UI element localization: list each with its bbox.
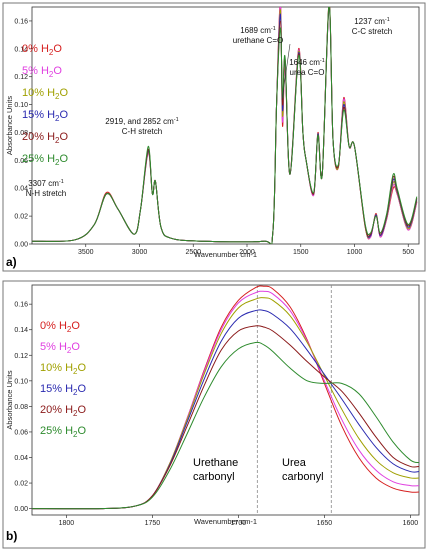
y-tick-label: 0.04 bbox=[14, 186, 28, 193]
y-tick-label: 0.06 bbox=[14, 158, 28, 165]
peak-annotation: 1237 cm-1 bbox=[354, 17, 390, 26]
y-tick-label: 0.08 bbox=[14, 404, 28, 411]
peak-annotation-label: urethane C=O bbox=[233, 36, 283, 45]
peak-annotation-label: C-C stretch bbox=[352, 27, 392, 36]
y-tick-label: 0.12 bbox=[14, 353, 28, 360]
peak-annotation-label: urea C=O bbox=[290, 68, 325, 77]
y-tick-label: 0.14 bbox=[14, 46, 28, 53]
y-axis-label: Absorbance Units bbox=[5, 370, 14, 429]
series-line bbox=[32, 325, 419, 510]
panel-label: b) bbox=[6, 529, 17, 543]
x-tick-label: 1500 bbox=[293, 249, 309, 256]
peak-annotation-label: N-H stretch bbox=[26, 189, 66, 198]
legend-entry: 0% H2O bbox=[40, 320, 80, 334]
panel-b: 1800 1750 1700 1650 1600 0.00 0.02 0.04 0.06 0.08… bbox=[2, 280, 426, 549]
region-label: carbonyl bbox=[282, 471, 324, 483]
y-tick-label: 0.10 bbox=[14, 378, 28, 385]
legend-entry: 10% H2O bbox=[22, 87, 68, 101]
y-tick-label: 0.12 bbox=[14, 74, 28, 81]
legend-entry: 25% H2O bbox=[22, 153, 68, 167]
legend-entry: 15% H2O bbox=[40, 383, 86, 397]
peak-annotation-label: C-H stretch bbox=[122, 127, 162, 136]
legend-entry: 10% H2O bbox=[40, 362, 86, 376]
plot-area bbox=[31, 6, 420, 245]
annotation-leader bbox=[281, 43, 291, 101]
y-tick-label: 0.16 bbox=[14, 18, 28, 25]
panel-border bbox=[2, 2, 426, 272]
x-axis-label: Wavenumber cm-1 bbox=[194, 250, 257, 259]
y-axis-label: Absorbance Units bbox=[5, 96, 14, 155]
legend-entry: 0% H2O bbox=[22, 43, 62, 57]
x-tick-label: 2500 bbox=[185, 249, 201, 256]
x-tick-label: 3500 bbox=[78, 249, 94, 256]
panel-border bbox=[2, 280, 426, 549]
region-label: Urea bbox=[282, 457, 307, 469]
legend-entry: 20% H2O bbox=[40, 404, 86, 418]
legend-entry: 20% H2O bbox=[22, 131, 68, 145]
x-axis-label: Wavenumber cm-1 bbox=[194, 517, 257, 526]
x-tick-label: 2000 bbox=[239, 249, 255, 256]
x-tick-label: 500 bbox=[402, 249, 414, 256]
x-tick-label: 1800 bbox=[59, 520, 75, 527]
y-tick-label: 0.10 bbox=[14, 102, 28, 109]
y-tick-label: 0.16 bbox=[14, 302, 28, 309]
panel-a: 3500 3000 2500 2000 1500 1000 500 0.00 0.02 0.04 0… bbox=[2, 2, 426, 272]
series-line bbox=[32, 7, 418, 244]
series-line bbox=[32, 341, 419, 510]
y-tick-label: 0.06 bbox=[14, 429, 28, 436]
legend-entry: 25% H2O bbox=[40, 425, 86, 439]
x-tick-label: 1750 bbox=[145, 520, 161, 527]
y-tick-label: 0.04 bbox=[14, 455, 28, 462]
legend-entry: 5% H2O bbox=[22, 65, 62, 79]
y-tick-label: 0.00 bbox=[14, 506, 28, 513]
legend-entry: 15% H2O bbox=[22, 109, 68, 123]
x-tick-label: 1700 bbox=[231, 520, 247, 527]
series-group bbox=[32, 285, 419, 515]
x-tick-label: 3000 bbox=[132, 249, 148, 256]
y-tick-label: 0.02 bbox=[14, 214, 28, 221]
peak-annotation: 3307 cm-1 bbox=[28, 179, 64, 188]
legend-entry: 5% H2O bbox=[40, 341, 80, 355]
y-tick-label: 0.02 bbox=[14, 481, 28, 488]
region-label: carbonyl bbox=[193, 471, 235, 483]
peak-annotation: 1646 cm-1 bbox=[289, 58, 325, 67]
region-label: Urethane bbox=[193, 457, 238, 469]
panel-label: a) bbox=[6, 255, 17, 269]
x-tick-label: 1600 bbox=[403, 520, 419, 527]
peak-annotation: 1689 cm-1 bbox=[240, 26, 276, 35]
series-group bbox=[32, 7, 418, 244]
y-tick-label: 0.14 bbox=[14, 327, 28, 334]
plot-area bbox=[31, 284, 420, 516]
peak-annotation: 2919, and 2852 cm-1 bbox=[105, 117, 178, 126]
x-tick-label: 1650 bbox=[317, 520, 333, 527]
x-tick-label: 1000 bbox=[347, 249, 363, 256]
y-tick-label: 0.00 bbox=[14, 242, 28, 249]
y-tick-label: 0.08 bbox=[14, 130, 28, 137]
